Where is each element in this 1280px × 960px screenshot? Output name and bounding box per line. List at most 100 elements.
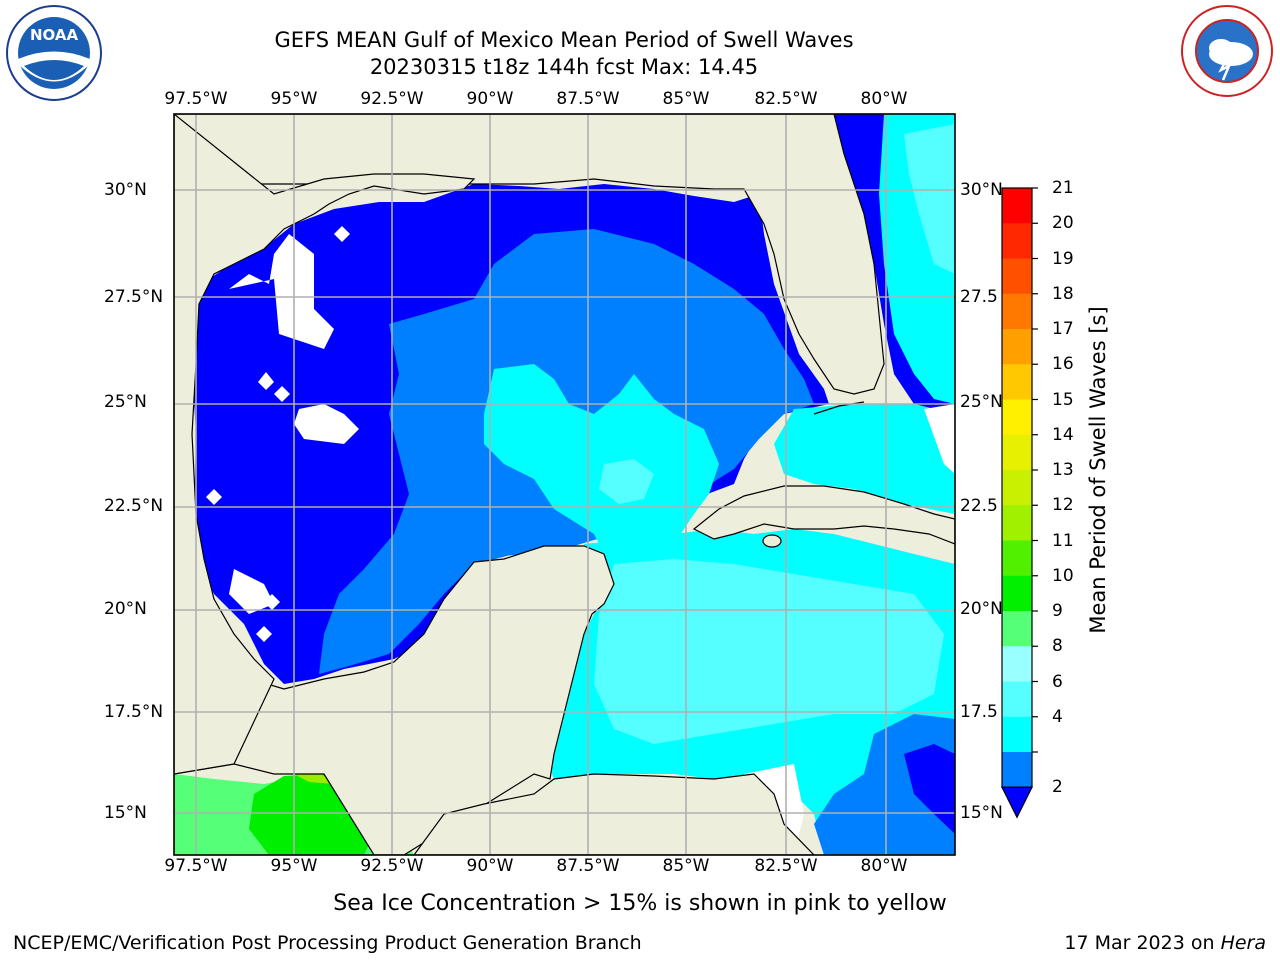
nws-logo bbox=[1181, 5, 1273, 97]
footer-date-text: 17 Mar 2023 on bbox=[1064, 932, 1221, 954]
colorbar-label: 20 bbox=[1052, 213, 1074, 234]
colorbar-segment bbox=[1002, 646, 1032, 682]
lon-label-bottom: 90°W bbox=[466, 856, 514, 876]
colorbar-label: 18 bbox=[1052, 283, 1074, 304]
colorbar-segment bbox=[1002, 258, 1032, 295]
lon-label-bottom: 92.5°W bbox=[360, 856, 424, 876]
colorbar bbox=[1001, 187, 1038, 819]
colorbar-label: 4 bbox=[1052, 706, 1063, 727]
lon-label-top: 82.5°W bbox=[754, 89, 818, 109]
colorbar-label: 11 bbox=[1052, 530, 1074, 551]
noaa-logo: NOAA bbox=[6, 5, 102, 101]
noaa-logo-text: NOAA bbox=[30, 26, 79, 44]
lat-label-right: 17.5 bbox=[960, 702, 998, 722]
colorbar-segment bbox=[1002, 752, 1032, 788]
lon-label-bottom: 82.5°W bbox=[754, 856, 818, 876]
footer-host: Hera bbox=[1220, 932, 1266, 954]
nodata-patch bbox=[274, 386, 290, 402]
colorbar-segment bbox=[1002, 188, 1032, 224]
lon-label-bottom: 80°W bbox=[860, 856, 908, 876]
lat-label-right: 25°N bbox=[960, 392, 1003, 412]
colorbar-segment bbox=[1002, 293, 1032, 330]
atlantic-light-cyan-region bbox=[904, 124, 955, 274]
footer-date: 17 Mar 2023 on Hera bbox=[1064, 932, 1266, 954]
colorbar-label: 8 bbox=[1052, 636, 1063, 657]
nodata-patch bbox=[229, 234, 334, 349]
lat-label-right: 20°N bbox=[960, 599, 1003, 619]
colorbar-segment bbox=[1002, 575, 1032, 612]
map-panel bbox=[173, 113, 956, 856]
gulf-light-cyan-region bbox=[599, 459, 654, 504]
caribbean-light-cyan-region bbox=[594, 559, 944, 744]
nodata-patch bbox=[334, 226, 350, 242]
colorbar-segment bbox=[1002, 470, 1032, 506]
lat-label-right: 30°N bbox=[960, 180, 1003, 200]
colorbar-label: 13 bbox=[1052, 460, 1074, 480]
chart-subtitle: 20230315 t18z 144h fcst Max: 14.45 bbox=[369, 55, 759, 79]
lon-label-bottom: 85°W bbox=[662, 856, 710, 876]
caribbean-deep-blue-region bbox=[904, 744, 955, 834]
lat-label-left: 27.5°N bbox=[104, 287, 164, 307]
lon-label-top: 95°W bbox=[270, 89, 318, 109]
lon-label-top: 80°W bbox=[860, 89, 908, 109]
colorbar-label: 12 bbox=[1052, 495, 1074, 516]
colorbar-segment bbox=[1002, 223, 1032, 259]
straits-nodata bbox=[924, 404, 955, 474]
colorbar-label: 21 bbox=[1052, 178, 1074, 198]
colorbar-segment bbox=[1002, 434, 1032, 471]
lon-label-top: 87.5°W bbox=[556, 89, 620, 109]
colorbar-label: 9 bbox=[1052, 601, 1063, 621]
lon-label-top: 85°W bbox=[662, 89, 710, 109]
colorbar-label: 17 bbox=[1052, 319, 1074, 339]
lat-label-right: 15°N bbox=[960, 803, 1003, 823]
colorbar-frame bbox=[1001, 187, 1033, 788]
footer-branch: NCEP/EMC/Verification Post Processing Pr… bbox=[13, 932, 642, 954]
chart-title: GEFS MEAN Gulf of Mexico Mean Period of … bbox=[274, 28, 854, 52]
central-america-coast bbox=[413, 773, 815, 855]
colorbar-segment bbox=[1002, 611, 1032, 647]
nodata-patch bbox=[256, 626, 272, 642]
lat-label-left: 17.5°N bbox=[104, 702, 164, 722]
colorbar-segment bbox=[1002, 505, 1032, 541]
nodata-patch bbox=[206, 489, 222, 505]
lat-label-left: 25°N bbox=[104, 392, 147, 412]
cuba-island bbox=[692, 485, 955, 545]
lon-label-top: 90°W bbox=[466, 89, 514, 109]
lat-label-left: 22.5°N bbox=[104, 496, 164, 516]
mexico-west-coast bbox=[174, 114, 476, 775]
colorbar-label: 14 bbox=[1052, 424, 1074, 445]
colorbar-segment bbox=[1002, 329, 1032, 365]
lat-label-left: 15°N bbox=[104, 803, 147, 823]
sea-ice-caption: Sea Ice Concentration > 15% is shown in … bbox=[333, 891, 947, 916]
map-frame bbox=[173, 113, 956, 856]
lat-label-right: 22.5 bbox=[960, 496, 998, 516]
colorbar-segment bbox=[1002, 540, 1032, 577]
colorbar-label: 16 bbox=[1052, 354, 1074, 375]
colorbar-label: 2 bbox=[1052, 777, 1063, 798]
lon-label-top: 92.5°W bbox=[360, 89, 424, 109]
nodata-patch bbox=[229, 569, 274, 614]
nodata-patch bbox=[294, 404, 359, 444]
colorbar-title: Mean Period of Swell Waves [s] bbox=[1086, 306, 1110, 634]
colorbar-segment bbox=[1002, 681, 1032, 718]
colorbar-segment bbox=[1002, 716, 1032, 753]
lon-label-bottom: 95°W bbox=[270, 856, 318, 876]
colorbar-label: 6 bbox=[1052, 671, 1063, 692]
lat-label-left: 30°N bbox=[104, 180, 147, 200]
colorbar-label: 15 bbox=[1052, 389, 1074, 410]
isle-of-youth bbox=[762, 534, 782, 548]
map-grid bbox=[174, 114, 955, 855]
lat-label-right: 27.5 bbox=[960, 287, 998, 307]
colorbar-segment bbox=[1002, 364, 1032, 400]
lat-label-left: 20°N bbox=[104, 599, 147, 619]
straits-cyan-region bbox=[774, 404, 955, 514]
pacific-yellow-green-region bbox=[294, 772, 334, 784]
colorbar-segment bbox=[1002, 399, 1032, 436]
nodata-patch bbox=[258, 372, 274, 390]
lon-label-bottom: 87.5°W bbox=[556, 856, 620, 876]
colorbar-label: 10 bbox=[1052, 565, 1074, 586]
lon-label-top: 97.5°W bbox=[164, 89, 228, 109]
colorbar-label: 19 bbox=[1052, 248, 1074, 269]
colorbar-extend-arrow bbox=[1001, 786, 1033, 819]
lon-label-bottom: 97.5°W bbox=[164, 856, 228, 876]
